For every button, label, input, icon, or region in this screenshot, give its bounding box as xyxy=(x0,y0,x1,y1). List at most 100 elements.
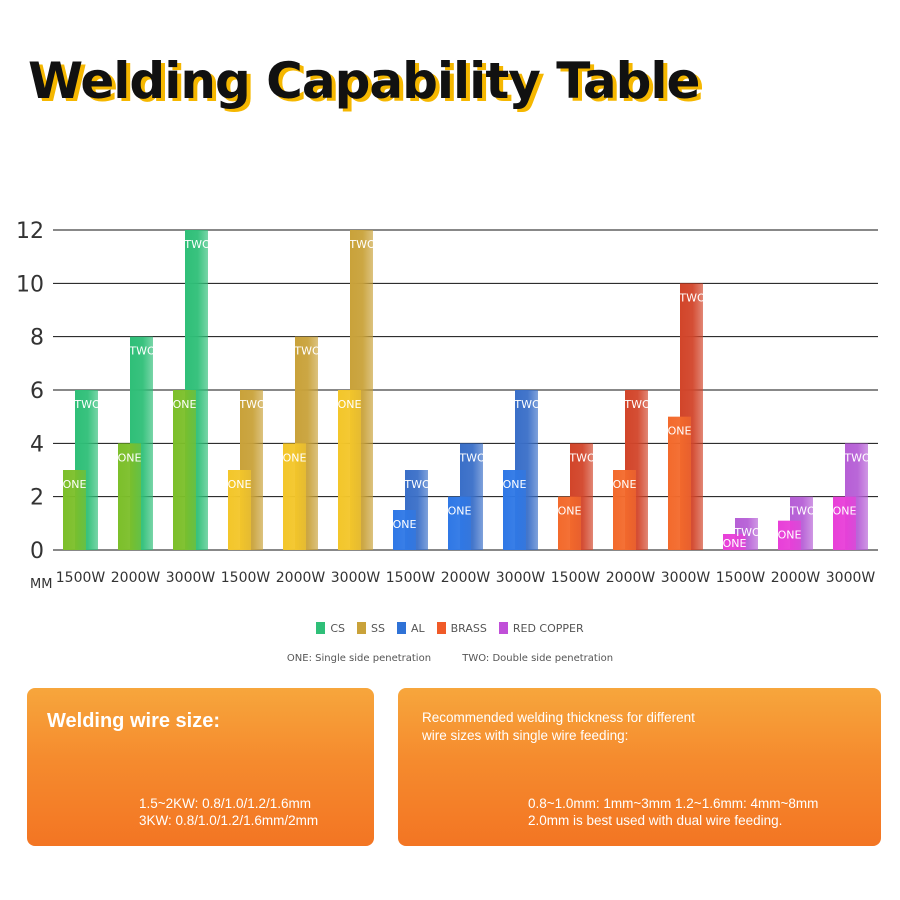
bar-label-one: ONE xyxy=(63,478,87,491)
bar-label-one: ONE xyxy=(668,425,692,438)
y-tick-label: 8 xyxy=(30,326,44,351)
y-tick-label: 12 xyxy=(16,219,44,244)
bar-label-two: TWO xyxy=(458,451,486,464)
x-tick-label: 1500W xyxy=(56,570,106,586)
bar-one xyxy=(118,443,141,550)
y-tick-label: 10 xyxy=(16,272,44,297)
bar-label-two: TWO xyxy=(293,345,321,358)
note-two: TWO: Double side penetration xyxy=(462,653,614,664)
legend-label: BRASS xyxy=(450,622,487,635)
legend-item: SS xyxy=(357,622,385,635)
x-tick-label: 2000W xyxy=(771,570,821,586)
y-tick-label: 2 xyxy=(30,486,44,511)
bar-one xyxy=(448,496,471,550)
bar-one xyxy=(173,390,196,550)
bar-label-two: TWO xyxy=(128,345,156,358)
bar-label-one: ONE xyxy=(173,398,197,411)
bar-one xyxy=(613,470,636,550)
legend-notes: ONE: Single side penetration TWO: Double… xyxy=(0,653,900,664)
legend-swatch xyxy=(357,622,367,634)
bar-one xyxy=(228,470,251,550)
recommendation-lines: 0.8~1.0mm: 1mm~3mm 1.2~1.6mm: 4mm~8mm 2.… xyxy=(528,795,818,829)
bar-label-one: ONE xyxy=(833,505,857,518)
legend-label: RED COPPER xyxy=(512,622,584,635)
legend-swatch xyxy=(316,622,326,634)
x-tick-label: 3000W xyxy=(166,570,216,586)
x-tick-label: 1500W xyxy=(551,570,601,586)
legend-label: SS xyxy=(371,622,385,635)
y-axis-ticks: 0 2 4 6 8 10 12 xyxy=(16,219,44,564)
x-tick-label: 3000W xyxy=(331,570,381,586)
bar-label-two: TWO xyxy=(73,398,101,411)
legend-swatch xyxy=(436,622,446,634)
legend-label: CS xyxy=(330,622,346,635)
bar-one xyxy=(778,520,801,550)
bar-label-two: TWO xyxy=(183,238,211,251)
bar-one xyxy=(833,496,856,550)
bar-one xyxy=(558,496,581,550)
legend-swatch xyxy=(396,622,406,634)
recommendation-line-2: 2.0mm is best used with dual wire feedin… xyxy=(528,813,783,828)
bar-label-two: TWO xyxy=(678,291,706,304)
legend-label: AL xyxy=(410,622,425,635)
legend-item: BRASS xyxy=(436,622,487,635)
bar-label-two: TWO xyxy=(568,451,596,464)
bar-label-one: ONE xyxy=(338,398,362,411)
y-tick-label: 4 xyxy=(30,432,44,457)
bar-label-one: ONE xyxy=(448,505,472,518)
y-axis-unit: MM xyxy=(30,577,52,592)
bar-label-one: ONE xyxy=(118,451,142,464)
bar-label-two: TWO xyxy=(238,398,266,411)
bar-label-one: ONE xyxy=(613,478,637,491)
bar-one xyxy=(668,416,691,550)
bar-label-two: TWO xyxy=(348,238,376,251)
legend-item: RED COPPER xyxy=(498,622,584,635)
bar-label-one: ONE xyxy=(228,478,252,491)
x-tick-label: 2000W xyxy=(276,570,326,586)
legend-swatch xyxy=(498,622,508,634)
note-one: ONE: Single side penetration xyxy=(286,653,432,664)
x-tick-label: 1500W xyxy=(386,570,436,586)
bar-label-one: ONE xyxy=(503,478,527,491)
bar-label-one: ONE xyxy=(723,537,747,550)
x-tick-label: 1500W xyxy=(716,570,766,586)
x-tick-label: 3000W xyxy=(496,570,546,586)
recommendation-title: Recommended welding thickness for differ… xyxy=(422,710,695,743)
wire-size-lines: 1.5~2KW: 0.8/1.0/1.2/1.6mm 3KW: 0.8/1.0/… xyxy=(139,795,318,829)
bar-one xyxy=(283,443,306,550)
bar-label-two: TWO xyxy=(403,478,431,491)
bar-label-two: TWO xyxy=(623,398,651,411)
bar-label-two: TWO xyxy=(843,451,871,464)
x-tick-label: 2000W xyxy=(606,570,656,586)
bar-label-two: TWO xyxy=(513,398,541,411)
x-tick-label: 2000W xyxy=(111,570,161,586)
bar-one xyxy=(338,390,361,550)
legend: CS SS AL BRASS RED COPPER xyxy=(0,622,900,635)
x-tick-label: 1500W xyxy=(221,570,271,586)
wire-size-line-1: 1.5~2KW: 0.8/1.0/1.2/1.6mm xyxy=(139,796,311,811)
bar-label-two: TWO xyxy=(733,526,761,539)
legend-item: AL xyxy=(396,622,425,635)
x-tick-label: 2000W xyxy=(441,570,491,586)
bar-one xyxy=(63,470,86,550)
x-axis-ticks: 1500W 2000W 3000W 1500W 2000W 3000W 1500W 2000W… xyxy=(56,570,876,586)
recommendation-card: Recommended welding thickness for differ… xyxy=(398,688,881,846)
wire-size-card: Welding wire size: 1.5~2KW: 0.8/1.0/1.2/… xyxy=(27,688,374,846)
bar-one xyxy=(393,510,416,550)
x-tick-label: 3000W xyxy=(826,570,876,586)
bar-label-two: TWO xyxy=(788,505,816,518)
y-tick-label: 0 xyxy=(30,539,44,564)
bar-one xyxy=(503,470,526,550)
chart-title: Welding Capability Table xyxy=(28,52,700,110)
bar-label-one: ONE xyxy=(778,529,802,542)
wire-size-title: Welding wire size: xyxy=(47,710,220,732)
bar-label-one: ONE xyxy=(283,451,307,464)
legend-item: CS xyxy=(316,622,345,635)
wire-size-line-2: 3KW: 0.8/1.0/1.2/1.6mm/2mm xyxy=(139,813,319,828)
bar-label-one: ONE xyxy=(393,518,417,531)
bar-one xyxy=(723,534,746,550)
recommendation-line-1: 0.8~1.0mm: 1mm~3mm 1.2~1.6mm: 4mm~8mm xyxy=(528,796,819,811)
bar-label-one: ONE xyxy=(558,505,582,518)
